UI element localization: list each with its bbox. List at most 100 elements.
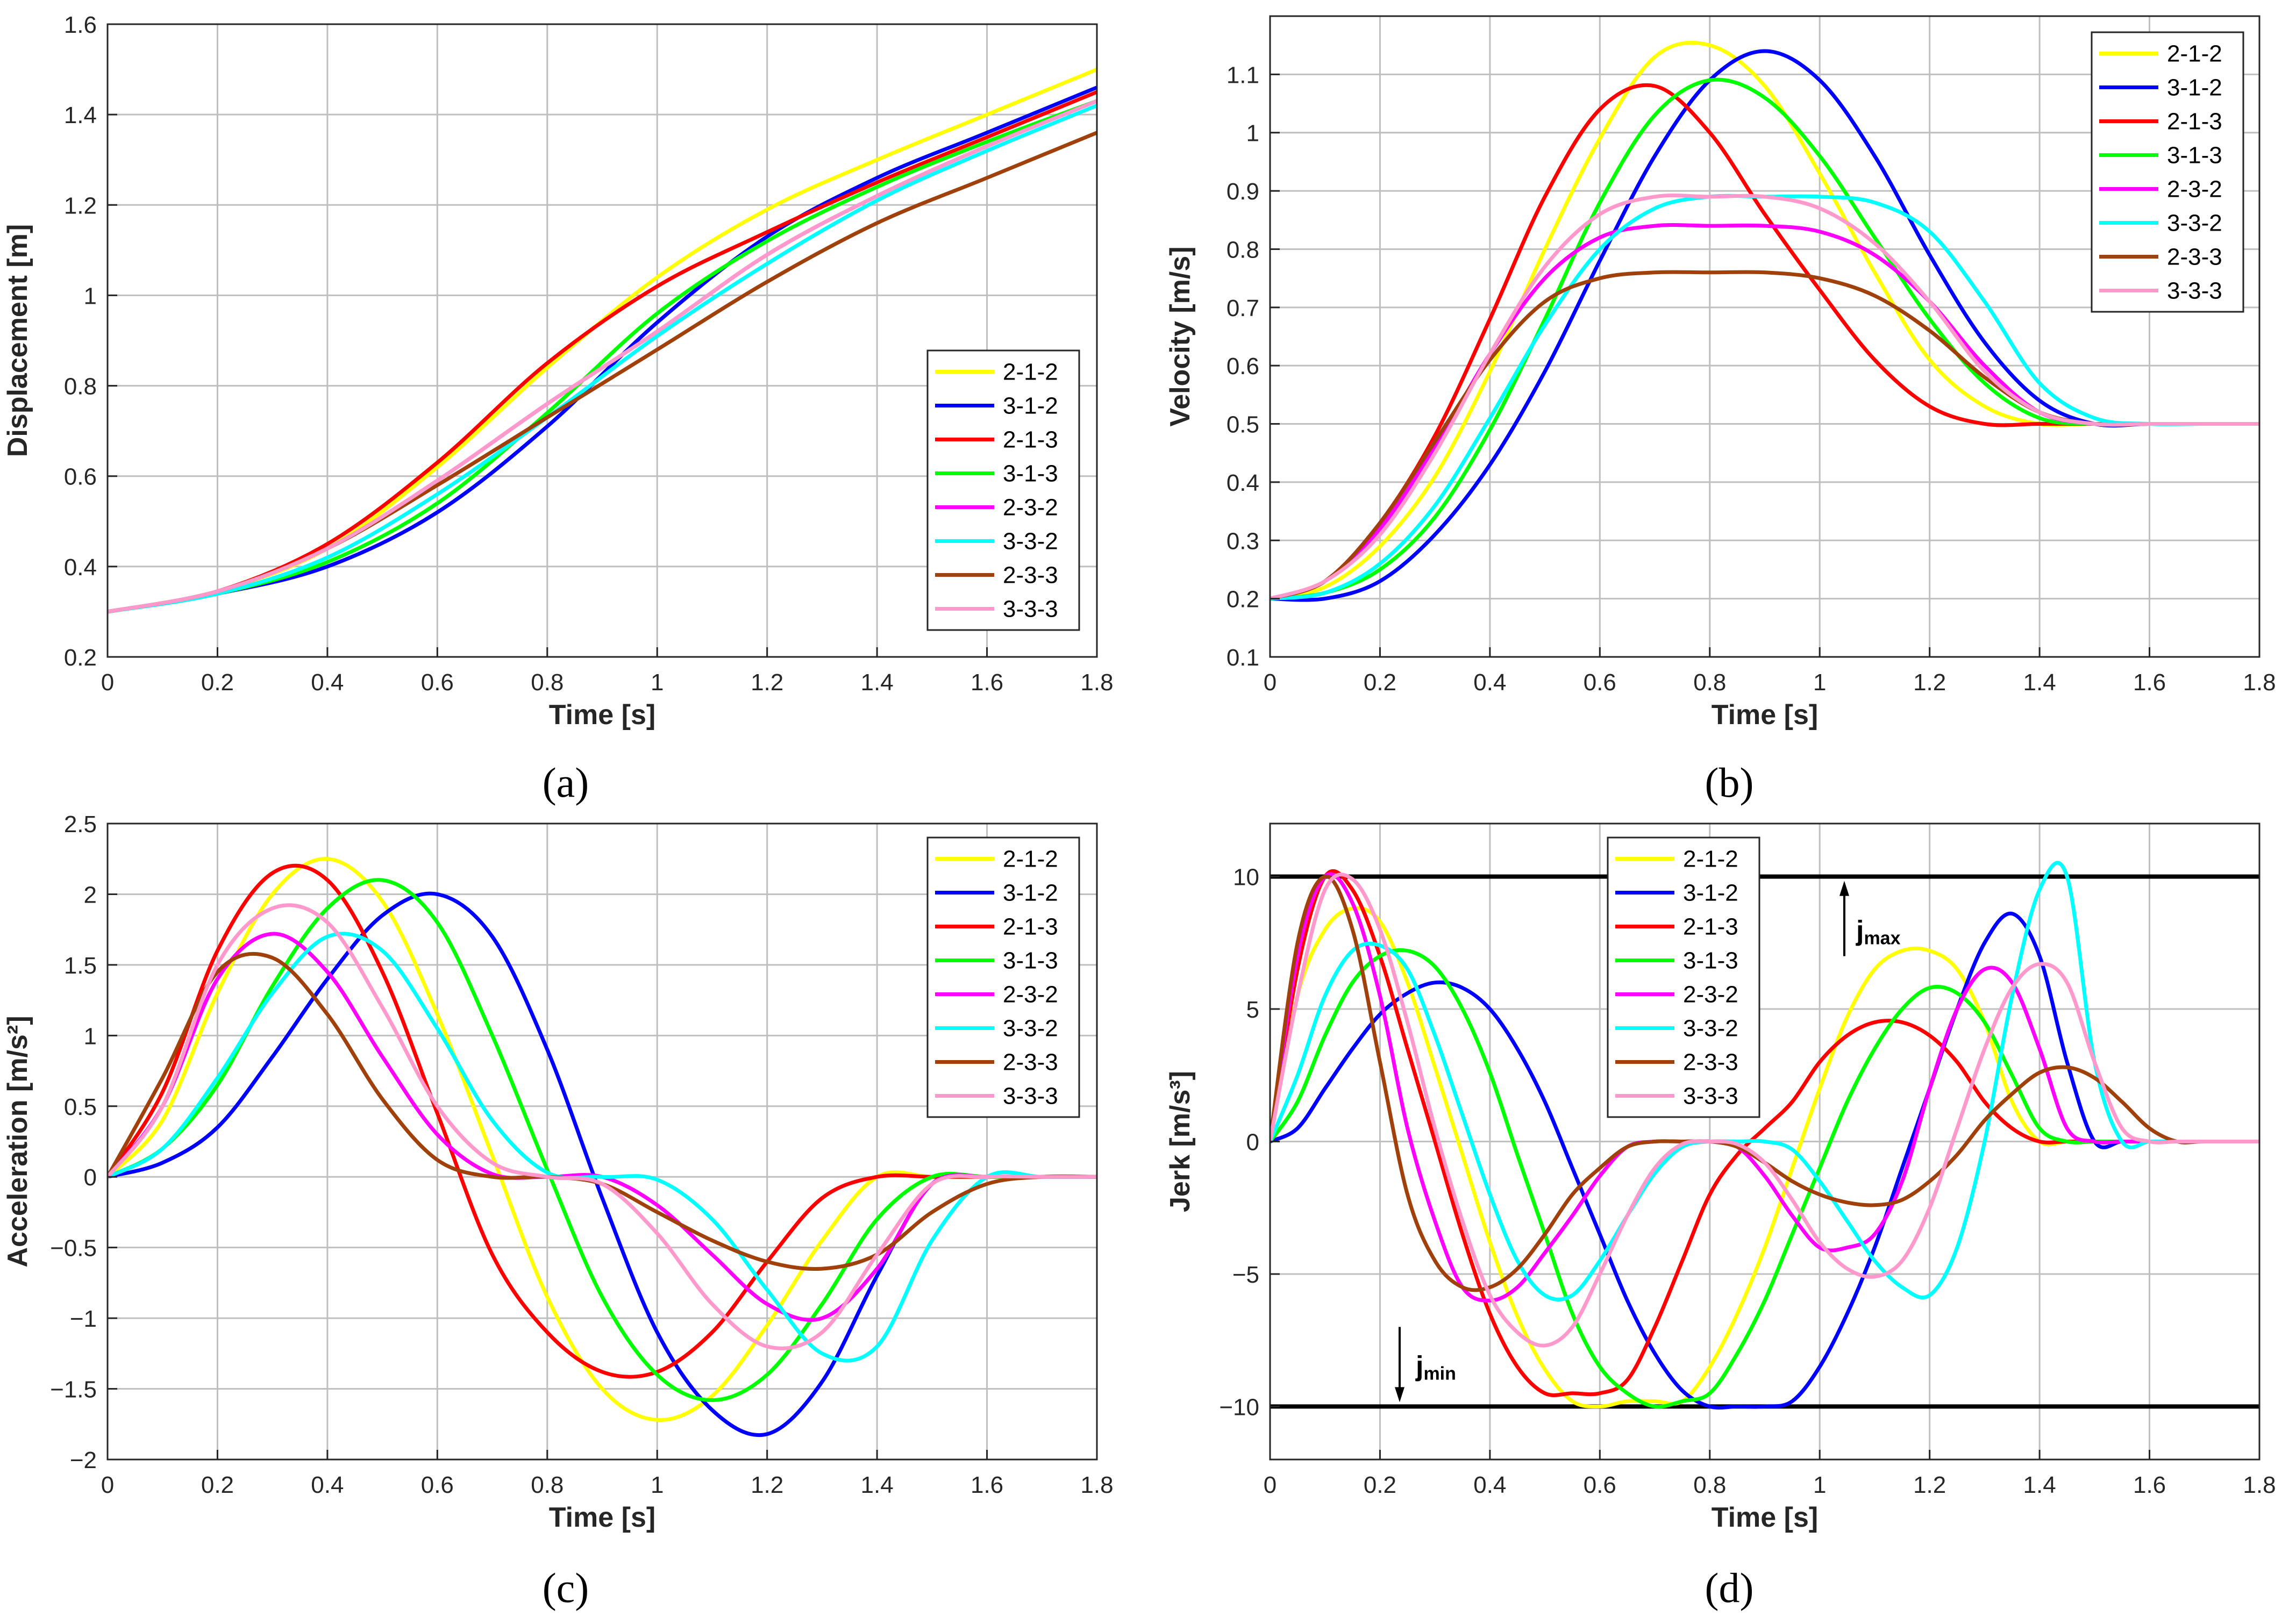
y-tick-label: 0: [84, 1164, 97, 1191]
legend-label-2-1-3: 2-1-3: [1003, 914, 1058, 940]
legend-label-3-1-2: 3-1-2: [1683, 880, 1738, 906]
legend-label-3-1-3: 3-1-3: [1003, 948, 1058, 974]
series-line-3-3-3: [1270, 872, 2259, 1348]
y-tick-label: 1.4: [64, 102, 97, 128]
x-tick-label: 0.2: [201, 669, 234, 696]
x-tick-label: 1.2: [751, 1472, 783, 1498]
x-tick-label: 1: [651, 1472, 664, 1498]
legend-label-3-3-2: 3-3-2: [1683, 1015, 1738, 1042]
panel-a-displacement: 0 0.2 0.4 0.6 0.8 1 1.2 1.4 1.6 1.80.20.40.60.811…: [2, 12, 1114, 731]
y-tick-label: 0.9: [1226, 178, 1259, 205]
x-tick-label: 0.8: [531, 669, 564, 696]
y-tick-label: −1.5: [50, 1377, 97, 1403]
y-axis-label-c: Acceleration [m/s²]: [2, 1015, 33, 1267]
caption-b: (b): [1705, 759, 1754, 806]
legend-label-3-1-2: 3-1-2: [2167, 75, 2222, 101]
legend-label-3-3-3: 3-3-3: [2167, 278, 2222, 304]
legend-b: 2-1-2 3-1-2 2-1-3 3-1-3 2-3-2 3-3-2 2-3-3 3-3-3: [2091, 31, 2244, 313]
x-tick-label: 0.4: [311, 669, 344, 696]
legend-label-2-3-2: 2-3-2: [1003, 982, 1058, 1008]
limit-arrowhead-max: [1839, 881, 1849, 896]
x-tick-label: 0.2: [1364, 1472, 1396, 1498]
y-tick-label: 0.6: [64, 464, 97, 490]
legend-label-2-1-3: 2-1-3: [1003, 427, 1058, 453]
x-tick-label: 0.2: [1364, 669, 1396, 696]
caption-c: (c): [543, 1564, 589, 1611]
x-tick-label: 0.6: [421, 1472, 454, 1498]
y-tick-label: 0.2: [64, 645, 97, 671]
x-tick-label: 1.4: [861, 1472, 894, 1498]
x-tick-label: 1.6: [971, 1472, 1003, 1498]
x-axis-label-c: Time [s]: [549, 1502, 655, 1533]
legend-label-2-3-2: 2-3-2: [1683, 982, 1738, 1008]
legend-label-2-3-3: 2-3-3: [2167, 244, 2222, 270]
legend-label-2-3-2: 2-3-2: [2167, 176, 2222, 203]
x-tick-label: 1: [651, 669, 664, 696]
series-line-3-1-3: [1270, 948, 2259, 1409]
y-tick-label: 0.4: [1226, 470, 1259, 496]
series-line-2-1-3: [1270, 869, 2259, 1397]
x-tick-label: 1.4: [2023, 669, 2056, 696]
y-tick-label: 0.1: [1226, 645, 1259, 671]
x-tick-label: 0.4: [1473, 669, 1506, 696]
legend-c: 2-1-2 3-1-2 2-1-3 3-1-3 2-3-2 3-3-2 2-3-3 3-3-3: [926, 836, 1080, 1118]
legend-label-3-1-3: 3-1-3: [1683, 948, 1738, 974]
y-tick-label: 1: [84, 283, 97, 309]
x-axis-label-b: Time [s]: [1712, 699, 1818, 731]
axes-box-b: [1269, 15, 2261, 658]
limit-arrowhead-min: [1395, 1387, 1404, 1403]
series-line-3-3-2: [108, 932, 1097, 1363]
y-tick-label: 0.6: [1226, 353, 1259, 380]
y-axis-label-d: Jerk [m/s³]: [1165, 1071, 1196, 1212]
x-tick-label: 0.8: [1693, 1472, 1726, 1498]
legend-label-3-3-2: 3-3-2: [1003, 528, 1058, 555]
y-tick-label: −1: [70, 1306, 97, 1332]
series-line-3-3-3: [108, 903, 1097, 1350]
y-tick-label: 10: [1233, 864, 1259, 891]
legend-box: [1607, 836, 1760, 1118]
x-tick-label: 0.8: [1693, 669, 1726, 696]
x-tick-label: 1: [1813, 669, 1826, 696]
x-tick-label: 1.2: [1913, 1472, 1946, 1498]
legend-label-2-1-2: 2-1-2: [1003, 359, 1058, 385]
x-axis-label-d: Time [s]: [1712, 1502, 1818, 1533]
series-line-3-3-3: [108, 99, 1097, 614]
panel-c-acceleration: 0 0.2 0.4 0.6 0.8 1 1.2 1.4 1.6 1.8 −2 −1.5 −1 −0.5 0 0…: [2, 811, 1114, 1533]
x-tick-label: 1: [1813, 1472, 1826, 1498]
legend-label-2-1-2: 2-1-2: [1003, 846, 1058, 872]
legend-label-2-1-3: 2-1-3: [2167, 109, 2222, 135]
series-line-3-3-3: [1270, 194, 2259, 600]
caption-d: (d): [1705, 1564, 1754, 1611]
y-tick-label: −2: [70, 1447, 97, 1473]
x-tick-label: 0.4: [1473, 1472, 1506, 1498]
x-tick-label: 1.8: [1080, 1472, 1113, 1498]
y-tick-label: 1.1: [1226, 62, 1259, 88]
y-tick-label: 0.7: [1226, 295, 1259, 321]
y-tick-label: −0.5: [50, 1235, 97, 1262]
legend-box: [926, 836, 1080, 1118]
x-tick-label: 1.8: [2243, 669, 2276, 696]
legend-label-3-1-2: 3-1-2: [1003, 880, 1058, 906]
x-tick-label: 0.4: [311, 1472, 344, 1498]
x-tick-label: 1.4: [861, 669, 894, 696]
series-group-b: [1270, 40, 2259, 602]
y-tick-label: 1.6: [64, 12, 97, 38]
y-tick-label: 0.8: [64, 374, 97, 400]
y-tick-label: 0: [1246, 1129, 1259, 1156]
y-tick-label: 0.5: [1226, 412, 1259, 438]
legend-label-3-3-2: 3-3-2: [1003, 1015, 1058, 1042]
legend-label-3-1-2: 3-1-2: [1003, 393, 1058, 419]
series-line-3-1-3: [108, 99, 1097, 614]
legend-label-2-1-3: 2-1-3: [1683, 914, 1738, 940]
legend-label-3-1-3: 3-1-3: [1003, 461, 1058, 487]
x-tick-label: 1.2: [751, 669, 783, 696]
series-line-3-3-2: [1270, 861, 2259, 1301]
x-tick-label: 0.2: [201, 1472, 234, 1498]
y-tick-label: 0.5: [64, 1094, 97, 1120]
series-group-a: [108, 67, 1097, 614]
y-tick-label: 2: [84, 882, 97, 908]
legend-label-2-3-3: 2-3-3: [1003, 1049, 1058, 1076]
legend-label-3-3-2: 3-3-2: [2167, 210, 2222, 237]
y-tick-label: 1: [84, 1023, 97, 1049]
series-group-c: [108, 857, 1097, 1437]
